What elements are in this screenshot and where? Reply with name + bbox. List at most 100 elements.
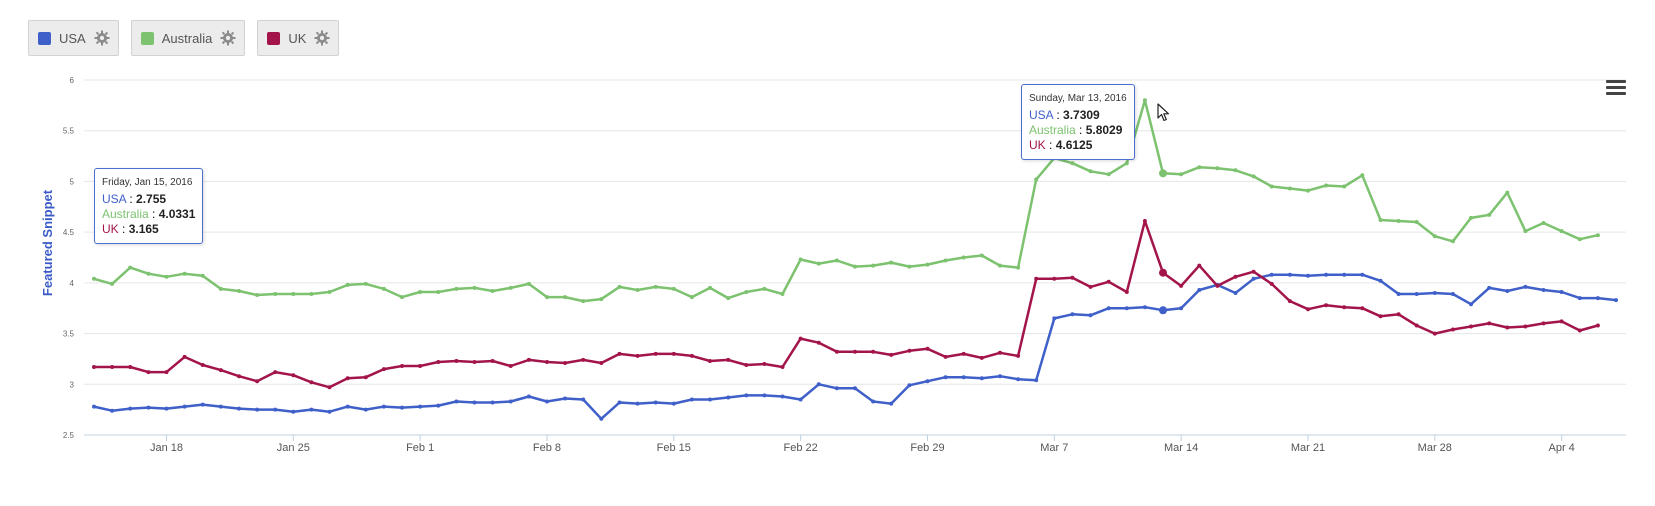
data-point[interactable]	[907, 264, 912, 269]
data-point[interactable]	[200, 273, 205, 278]
data-point[interactable]	[581, 357, 586, 362]
data-point[interactable]	[1197, 165, 1202, 170]
data-point[interactable]	[744, 363, 749, 367]
gear-icon[interactable]	[314, 30, 330, 46]
data-point[interactable]	[563, 361, 568, 365]
data-point[interactable]	[1523, 324, 1528, 329]
data-point[interactable]	[1342, 305, 1347, 310]
data-point[interactable]	[472, 360, 477, 364]
data-point[interactable]	[128, 265, 133, 270]
data-point[interactable]	[708, 359, 712, 363]
data-point[interactable]	[1052, 276, 1057, 281]
data-point[interactable]	[1124, 306, 1129, 311]
data-point[interactable]	[726, 296, 731, 301]
data-point[interactable]	[816, 340, 821, 345]
data-point[interactable]	[1088, 284, 1093, 289]
data-point[interactable]	[92, 404, 96, 409]
data-point[interactable]	[780, 292, 785, 296]
data-point[interactable]	[400, 405, 404, 410]
data-point[interactable]	[1306, 307, 1310, 312]
data-point[interactable]	[1306, 273, 1310, 278]
data-point[interactable]	[218, 368, 223, 373]
legend-item-australia[interactable]: Australia	[130, 20, 246, 56]
data-point[interactable]	[110, 408, 115, 413]
data-point[interactable]	[1595, 323, 1600, 328]
data-point[interactable]	[671, 351, 676, 356]
data-point[interactable]	[1070, 161, 1075, 166]
data-point[interactable]	[1541, 321, 1546, 326]
data-point[interactable]	[1179, 172, 1184, 177]
data-point[interactable]	[327, 290, 332, 294]
data-point[interactable]	[381, 286, 386, 291]
data-point[interactable]	[418, 364, 423, 368]
data-point[interactable]	[164, 274, 169, 279]
data-point[interactable]	[327, 409, 332, 414]
data-point[interactable]	[545, 360, 549, 364]
data-point[interactable]	[708, 397, 712, 402]
data-point[interactable]	[1450, 239, 1455, 244]
data-point[interactable]	[1215, 166, 1220, 171]
data-point[interactable]	[1360, 306, 1365, 311]
data-point[interactable]	[1342, 272, 1347, 277]
data-point[interactable]	[762, 362, 767, 366]
data-point[interactable]	[1523, 284, 1528, 289]
data-point[interactable]	[653, 400, 658, 405]
data-point[interactable]	[798, 397, 803, 402]
data-point[interactable]	[164, 406, 169, 411]
data-point[interactable]	[563, 295, 568, 300]
data-point[interactable]	[200, 363, 205, 367]
data-point[interactable]	[1016, 353, 1021, 358]
data-point[interactable]	[1251, 269, 1256, 274]
data-point[interactable]	[1342, 184, 1347, 189]
data-point[interactable]	[907, 383, 912, 388]
data-point[interactable]	[563, 396, 568, 401]
data-point[interactable]	[689, 353, 694, 358]
data-point[interactable]	[526, 357, 531, 362]
data-point[interactable]	[1106, 172, 1111, 177]
data-point[interactable]	[1577, 296, 1582, 301]
data-point[interactable]	[363, 375, 368, 380]
data-point[interactable]	[309, 407, 314, 412]
data-point[interactable]	[889, 260, 894, 265]
data-point[interactable]	[599, 361, 604, 365]
data-point[interactable]	[146, 405, 151, 410]
data-point[interactable]	[273, 407, 278, 412]
data-point[interactable]	[689, 295, 694, 300]
data-point[interactable]	[363, 281, 368, 286]
data-point[interactable]	[853, 386, 857, 391]
data-point[interactable]	[1197, 288, 1202, 292]
data-point[interactable]	[798, 336, 803, 341]
data-point[interactable]	[1142, 305, 1147, 310]
data-point[interactable]	[1469, 324, 1473, 329]
data-point[interactable]	[925, 262, 930, 267]
data-point[interactable]	[744, 393, 749, 398]
data-point[interactable]	[1577, 237, 1582, 242]
data-point[interactable]	[617, 351, 622, 356]
data-point[interactable]	[490, 359, 495, 363]
data-point[interactable]	[146, 370, 151, 375]
data-point[interactable]	[526, 281, 531, 286]
data-point[interactable]	[1523, 229, 1528, 234]
data-point[interactable]	[218, 404, 223, 409]
data-point[interactable]	[291, 373, 296, 378]
data-point[interactable]	[1287, 299, 1292, 304]
data-point[interactable]	[1505, 325, 1510, 330]
data-point[interactable]	[110, 365, 115, 369]
data-point[interactable]	[1450, 292, 1455, 296]
data-point[interactable]	[617, 284, 622, 289]
data-point[interactable]	[1070, 275, 1075, 280]
data-point[interactable]	[400, 364, 404, 368]
data-point[interactable]	[1396, 219, 1401, 223]
data-point[interactable]	[1179, 306, 1184, 311]
data-point[interactable]	[1505, 190, 1510, 195]
data-point[interactable]	[1378, 218, 1383, 222]
data-point[interactable]	[1360, 173, 1365, 178]
data-point[interactable]	[889, 401, 894, 406]
data-point[interactable]	[291, 292, 296, 296]
gear-icon[interactable]	[94, 30, 110, 46]
data-point[interactable]	[925, 346, 930, 351]
data-point[interactable]	[381, 367, 386, 372]
data-point[interactable]	[255, 407, 260, 412]
data-point[interactable]	[1088, 313, 1093, 318]
data-point[interactable]	[726, 395, 731, 400]
